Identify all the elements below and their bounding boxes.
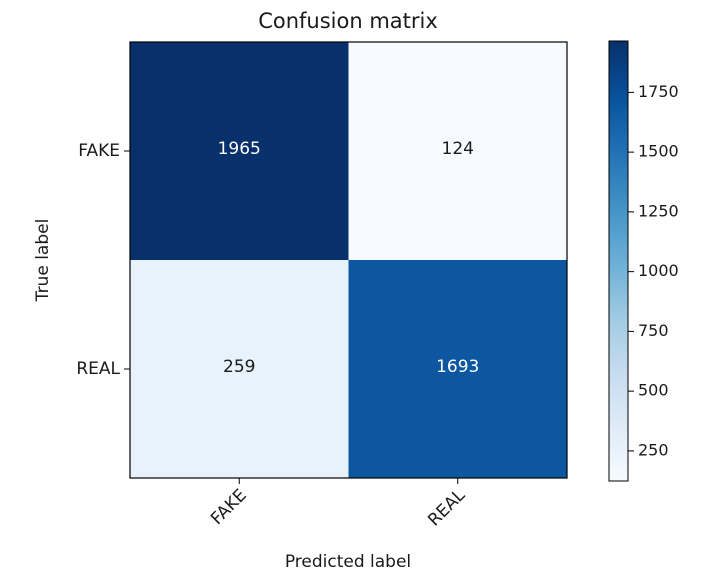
- cell-labels: 1965 124 259 1693: [218, 139, 480, 377]
- colorbar: [608, 40, 629, 482]
- y-tick-label: REAL: [76, 359, 120, 379]
- heatmap-cell: [130, 260, 349, 478]
- heatmap-cell: [348, 260, 567, 478]
- colorbar-ticks: 250 500 750 1000 1250 1500 1750: [628, 82, 679, 459]
- colorbar-tick-label: 750: [638, 321, 669, 340]
- colorbar-tick-label: 1000: [638, 261, 679, 280]
- x-tick-label: FAKE: [207, 485, 251, 529]
- x-axis-ticks: FAKE REAL: [207, 478, 470, 530]
- colorbar-tick-label: 1750: [638, 82, 679, 101]
- colorbar-tick-label: 1250: [638, 201, 679, 220]
- x-tick-label: REAL: [424, 485, 469, 530]
- plot-frame: [129, 41, 568, 479]
- y-axis-ticks: FAKE REAL: [76, 141, 130, 379]
- y-axis-label: True label: [33, 219, 53, 303]
- chart-title: Confusion matrix: [258, 9, 438, 33]
- cell-value-label: 259: [223, 357, 255, 377]
- colorbar-tick-label: 250: [638, 440, 669, 459]
- y-tick-label: FAKE: [78, 141, 120, 161]
- cell-value-label: 124: [442, 139, 474, 159]
- cell-value-label: 1693: [436, 357, 479, 377]
- colorbar-tick-label: 500: [638, 381, 669, 400]
- x-axis-label: Predicted label: [285, 552, 411, 572]
- cell-value-label: 1965: [218, 139, 261, 159]
- colorbar-tick-label: 1500: [638, 142, 679, 161]
- heatmap-cell: [348, 42, 567, 260]
- heatmap-cell: [130, 42, 349, 260]
- heatmap-cells: [130, 42, 567, 478]
